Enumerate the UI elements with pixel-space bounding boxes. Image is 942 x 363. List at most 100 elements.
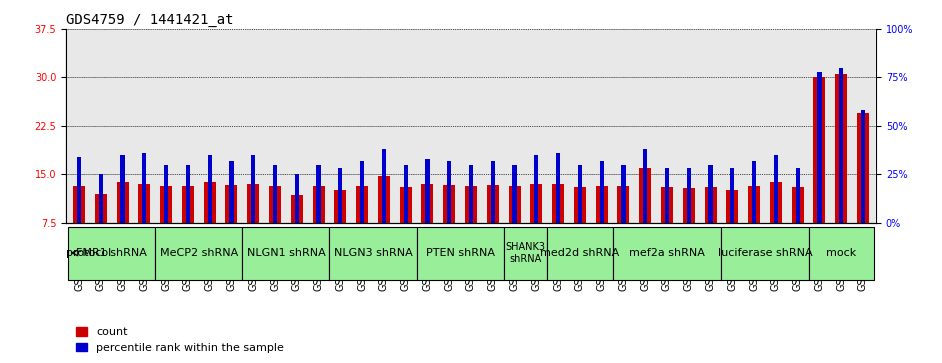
Bar [547,29,569,223]
Text: mock: mock [826,248,856,258]
Bar [770,182,782,271]
Bar [857,113,869,271]
Bar [743,29,765,223]
FancyBboxPatch shape [242,227,330,280]
Bar [403,164,408,271]
Bar [207,155,212,271]
Bar [134,29,155,223]
Bar [399,187,412,271]
Bar [678,29,700,223]
Bar [121,155,124,271]
Bar [142,153,146,271]
Bar [416,29,438,223]
Bar [317,164,320,271]
Bar [700,29,722,223]
Bar [426,159,430,271]
Bar [577,164,582,271]
Bar [177,29,199,223]
Bar [186,164,190,271]
Bar [138,184,151,271]
FancyBboxPatch shape [416,227,504,280]
Bar [160,186,172,271]
Bar [574,187,586,271]
Text: NLGN1 shRNA: NLGN1 shRNA [247,248,325,258]
Text: luciferase shRNA: luciferase shRNA [718,248,812,258]
Bar [395,29,416,223]
Bar [334,190,347,271]
Bar [313,186,325,271]
Bar [509,186,521,271]
Bar [469,164,473,271]
FancyBboxPatch shape [722,227,808,280]
Bar [726,190,739,271]
FancyBboxPatch shape [547,227,612,280]
Bar [285,29,308,223]
Bar [708,164,713,271]
Bar [796,168,800,271]
Bar [640,168,651,271]
Bar [617,186,629,271]
FancyBboxPatch shape [155,227,242,280]
Bar [89,29,112,223]
Bar [818,72,821,271]
Bar [444,185,455,271]
Bar [748,186,760,271]
Bar [73,186,85,271]
Bar [95,193,106,271]
Legend: count, percentile rank within the sample: count, percentile rank within the sample [72,323,288,358]
Bar [526,29,547,223]
Bar [661,187,673,271]
Bar [808,29,830,223]
Bar [117,182,128,271]
Bar [242,29,264,223]
Bar [512,164,516,271]
Bar [787,29,808,223]
Bar [853,29,874,223]
FancyBboxPatch shape [808,227,874,280]
Bar [182,186,194,271]
Bar [634,29,657,223]
Text: med2d shRNA: med2d shRNA [541,248,620,258]
Bar [705,187,717,271]
Bar [612,29,634,223]
Bar [447,161,451,271]
Bar [360,161,365,271]
Text: protocol: protocol [66,248,111,258]
Bar [591,29,612,223]
FancyBboxPatch shape [330,227,416,280]
Bar [421,184,433,271]
Bar [752,161,756,271]
Bar [791,187,804,271]
Bar [247,184,259,271]
Text: FMR1 shRNA: FMR1 shRNA [76,248,147,258]
Text: mef2a shRNA: mef2a shRNA [629,248,705,258]
Bar [836,74,847,271]
Bar [465,186,477,271]
Bar [814,77,825,271]
Bar [229,161,234,271]
Bar [773,155,778,271]
Bar [225,185,237,271]
Bar [273,164,277,271]
Bar [830,29,853,223]
Bar [438,29,460,223]
Bar [373,29,395,223]
Bar [687,168,690,271]
Bar [99,174,103,271]
Bar [622,164,625,271]
Bar [295,174,299,271]
Bar [252,155,255,271]
Bar [504,29,526,223]
Text: NLGN3 shRNA: NLGN3 shRNA [333,248,413,258]
FancyBboxPatch shape [612,227,722,280]
Bar [530,184,543,271]
Bar [491,161,495,271]
Bar [155,29,177,223]
Bar [164,164,169,271]
Bar [291,195,302,271]
Bar [861,110,865,271]
Bar [308,29,330,223]
Bar [356,186,368,271]
Bar [839,68,843,271]
Bar [552,184,564,271]
